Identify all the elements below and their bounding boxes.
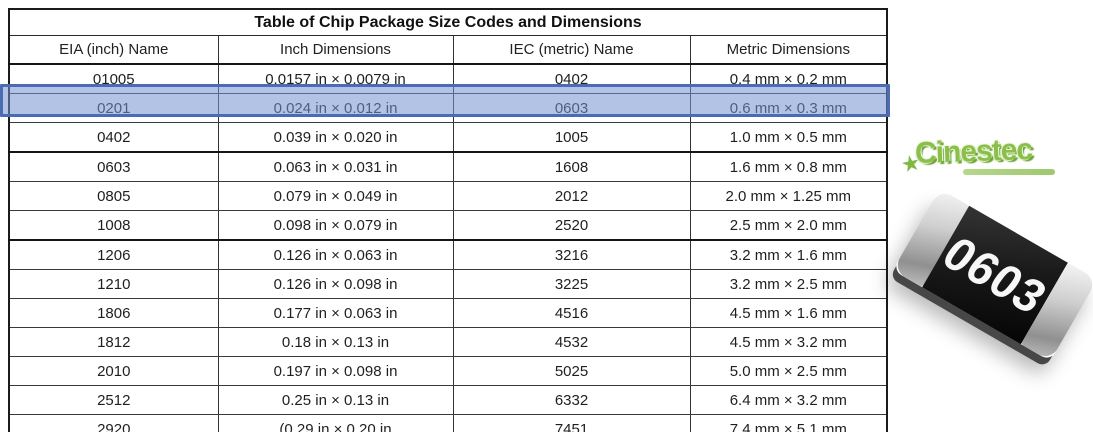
table-cell: 0.079 in × 0.049 in [217,181,453,211]
chip-label: 0603 [932,226,1058,324]
col-header-metric-dimensions: Metric Dimensions [689,35,888,65]
table-cell: 0402 [452,64,690,94]
table-header-row: EIA (inch) Name Inch Dimensions IEC (met… [9,35,888,65]
table-cell: 1206 [9,240,218,270]
chip-body-image: 0603 [892,188,1093,362]
table-cell: 0402 [9,122,218,153]
table-cell: 0.6 mm × 0.3 mm [689,93,888,123]
table-cell: 1.0 mm × 0.5 mm [689,122,888,153]
table-cell: 0.18 in × 0.13 in [217,327,453,357]
table-cell: 7.4 mm × 5.1 mm [689,414,888,432]
table-cell: 0.126 in × 0.063 in [217,240,453,270]
table-cell: 1608 [452,152,690,182]
table-cell: 0.4 mm × 0.2 mm [689,64,888,94]
table-cell: 2010 [9,356,218,386]
table-cell: 3225 [452,269,690,299]
table-cell: 01005 [9,64,218,94]
table-cell: 4.5 mm × 1.6 mm [689,298,888,328]
chip-photo-0603: 0603 [892,188,1093,362]
col-header-iec-name: IEC (metric) Name [452,35,690,65]
table-cell: 4516 [452,298,690,328]
col-header-inch-dimensions: Inch Dimensions [217,35,453,65]
table-row: 1210 0.126 in × 0.098 in 3225 3.2 mm × 2.5 … [9,269,888,299]
table-cell: 1812 [9,327,218,357]
table-cell: 0.126 in × 0.098 in [217,269,453,299]
table-cell: 6.4 mm × 3.2 mm [689,385,888,415]
table-cell: 5.0 mm × 2.5 mm [689,356,888,386]
table-cell: 2520 [452,210,690,241]
table-row: 2010 0.197 in × 0.098 in 5025 5.0 mm × 2.5 … [9,356,888,386]
table-cell: 0.063 in × 0.031 in [217,152,453,182]
table-cell: 3.2 mm × 1.6 mm [689,240,888,270]
table-row: 0402 0.039 in × 0.020 in 1005 1.0 mm × 0.5 … [9,122,888,153]
table-cell: 2012 [452,181,690,211]
table-cell: 2.5 mm × 2.0 mm [689,210,888,241]
table-cell: 0805 [9,181,218,211]
table-cell: 0.197 in × 0.098 in [217,356,453,386]
table-row: 1008 0.098 in × 0.079 in 2520 2.5 mm × 2.0 … [9,210,888,241]
table-cell: 1806 [9,298,218,328]
table-row: 1206 0.126 in × 0.063 in 3216 3.2 mm × 1.6 … [9,240,888,270]
table-cell: 1.6 mm × 0.8 mm [689,152,888,182]
table-cell: 1008 [9,210,218,241]
table-cell: 3.2 mm × 2.5 mm [689,269,888,299]
table-cell: 0.098 in × 0.079 in [217,210,453,241]
table-cell: 2512 [9,385,218,415]
logo-text: Cinestec [914,132,1033,171]
table-cell: 1210 [9,269,218,299]
logo-tagline-bar [963,169,1055,175]
table-title: Table of Chip Package Size Codes and Dim… [9,9,888,36]
table-cell: 0.0157 in × 0.0079 in [217,64,453,94]
table-row: 0603 0.063 in × 0.031 in 1608 1.6 mm × 0.8 … [9,152,888,182]
cinestec-logo: ★ Cinestec [899,129,1071,184]
chip-size-codes-table: Table of Chip Package Size Codes and Dim… [8,8,889,432]
table-cell: 1005 [452,122,690,153]
table-cell: 0201 [9,93,218,123]
table-row: 0805 0.079 in × 0.049 in 2012 2.0 mm × 1.25… [9,181,888,211]
table-row: 2512 0.25 in × 0.13 in 6332 6.4 mm × 3.2 mm [9,385,888,415]
table-title-row: Table of Chip Package Size Codes and Dim… [9,9,888,36]
table-cell: 0603 [452,93,690,123]
col-header-eia-name: EIA (inch) Name [9,35,218,65]
table-row: 1806 0.177 in × 0.063 in 4516 4.5 mm × 1.6 … [9,298,888,328]
table-row: 1812 0.18 in × 0.13 in 4532 4.5 mm × 3.2 mm [9,327,888,357]
table-row: 0201 0.024 in × 0.012 in 0603 0.6 mm × 0.3 … [9,93,888,123]
table-cell: 7451 [452,414,690,432]
table-cell: 0.177 in × 0.063 in [217,298,453,328]
table-cell: 2920 [97,420,131,432]
table-row: 01005 0.0157 in × 0.0079 in 0402 0.4 mm × 0… [9,64,888,94]
table-cell: 3216 [452,240,690,270]
table-cell: 4532 [452,327,690,357]
table-cell: 0.25 in × 0.13 in [217,385,453,415]
table-cell: 5025 [452,356,690,386]
table-body: 01005 0.0157 in × 0.0079 in 0402 0.4 mm × 0… [9,64,888,432]
table-cell: 6332 [452,385,690,415]
table-cell: 2.0 mm × 1.25 mm [689,181,888,211]
table-cell: (0.29 in × 0.20 in [217,414,453,432]
table-cell: 4.5 mm × 3.2 mm [689,327,888,357]
table-row: 2920 (0.29 in × 0.20 in 7451 7.4 mm × 5.1 m… [9,414,888,432]
table-cell: 0603 [9,152,218,182]
table-cell: 0.024 in × 0.012 in [217,93,453,123]
table-cell: 0.039 in × 0.020 in [217,122,453,153]
